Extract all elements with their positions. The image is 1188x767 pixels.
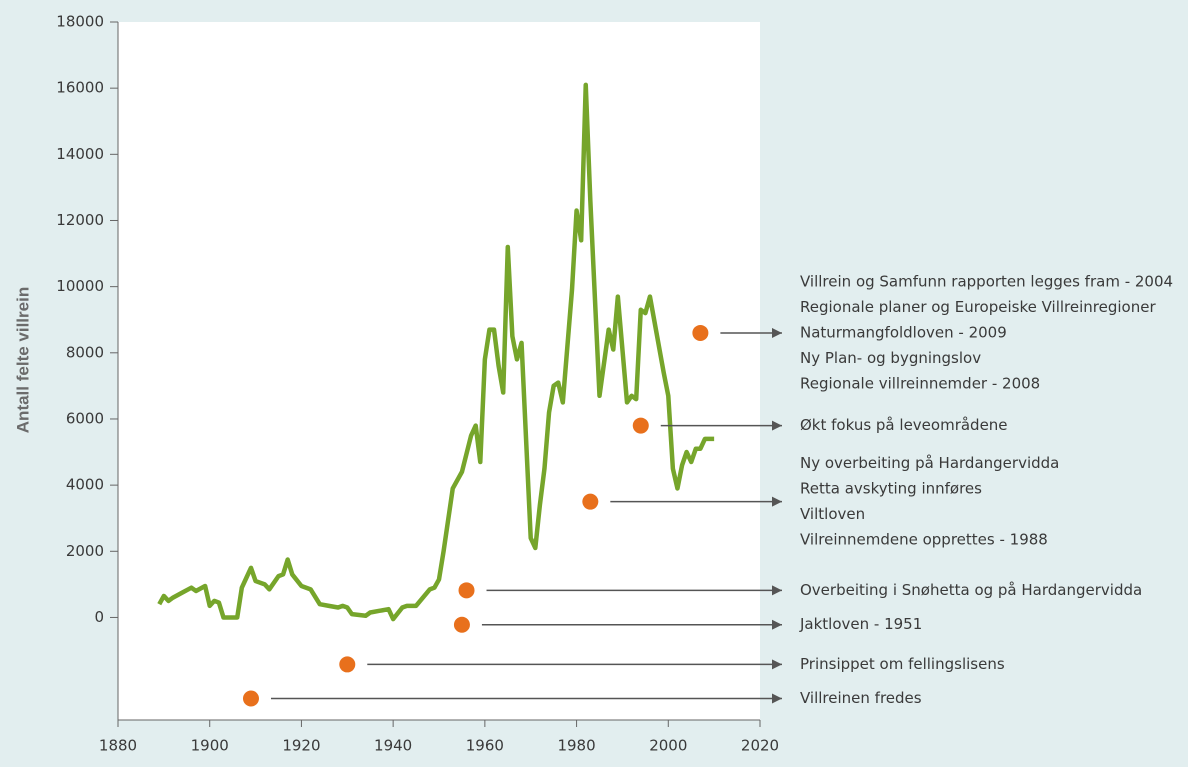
annotation-text: Retta avskyting innføres [800, 479, 982, 497]
annotation-text: Regionale planer og Europeiske Villreinr… [800, 298, 1156, 316]
x-tick-label: 1880 [99, 737, 137, 755]
annotation-text: Overbeiting i Snøhetta og på Hardangervi… [800, 581, 1142, 599]
x-tick-label: 1960 [466, 737, 504, 755]
x-tick-label: 2020 [741, 737, 779, 755]
annotation-marker [453, 616, 470, 633]
annotation-text: Jaktloven - 1951 [799, 615, 922, 633]
annotation-marker [582, 493, 599, 510]
annotation-text: Prinsippet om fellingslisens [800, 655, 1005, 673]
y-tick-label: 18000 [56, 13, 104, 31]
annotation-text: Vilreinnemdene opprettes - 1988 [800, 531, 1048, 549]
y-tick-label: 14000 [56, 145, 104, 163]
y-axis-label: Antall felte villrein [13, 287, 32, 433]
data-line [157, 82, 715, 622]
annotation-marker [458, 582, 475, 599]
y-tick-label: 2000 [66, 542, 104, 560]
x-tick-label: 1900 [191, 737, 229, 755]
plot-area [118, 22, 760, 720]
annotation-text: Villreinen fredes [800, 689, 922, 707]
annotation-text: Regionale villreinnemder - 2008 [800, 375, 1040, 393]
y-tick-label: 0 [94, 608, 104, 626]
annotation-marker [692, 324, 709, 341]
annotation-marker [242, 690, 259, 707]
y-tick-label: 12000 [56, 211, 104, 229]
annotation-marker [632, 417, 649, 434]
annotation-text: Naturmangfoldloven - 2009 [800, 323, 1007, 341]
annotation-text: Villrein og Samfunn rapporten legges fra… [800, 272, 1173, 290]
y-tick-label: 6000 [66, 409, 104, 427]
y-tick-label: 16000 [56, 79, 104, 97]
annotation-text: Ny Plan- og bygningslov [800, 349, 981, 367]
y-tick-label: 4000 [66, 476, 104, 494]
annotation-text: Viltloven [800, 505, 865, 523]
y-tick-label: 8000 [66, 343, 104, 361]
x-tick-label: 2000 [649, 737, 687, 755]
annotation-marker [339, 656, 356, 673]
y-tick-label: 10000 [56, 277, 104, 295]
x-tick-label: 1980 [557, 737, 595, 755]
x-tick-label: 1920 [282, 737, 320, 755]
annotation-text: Økt fokus på leveområdene [800, 416, 1008, 434]
x-tick-label: 1940 [374, 737, 412, 755]
annotation-text: Ny overbeiting på Hardangervidda [800, 454, 1059, 472]
